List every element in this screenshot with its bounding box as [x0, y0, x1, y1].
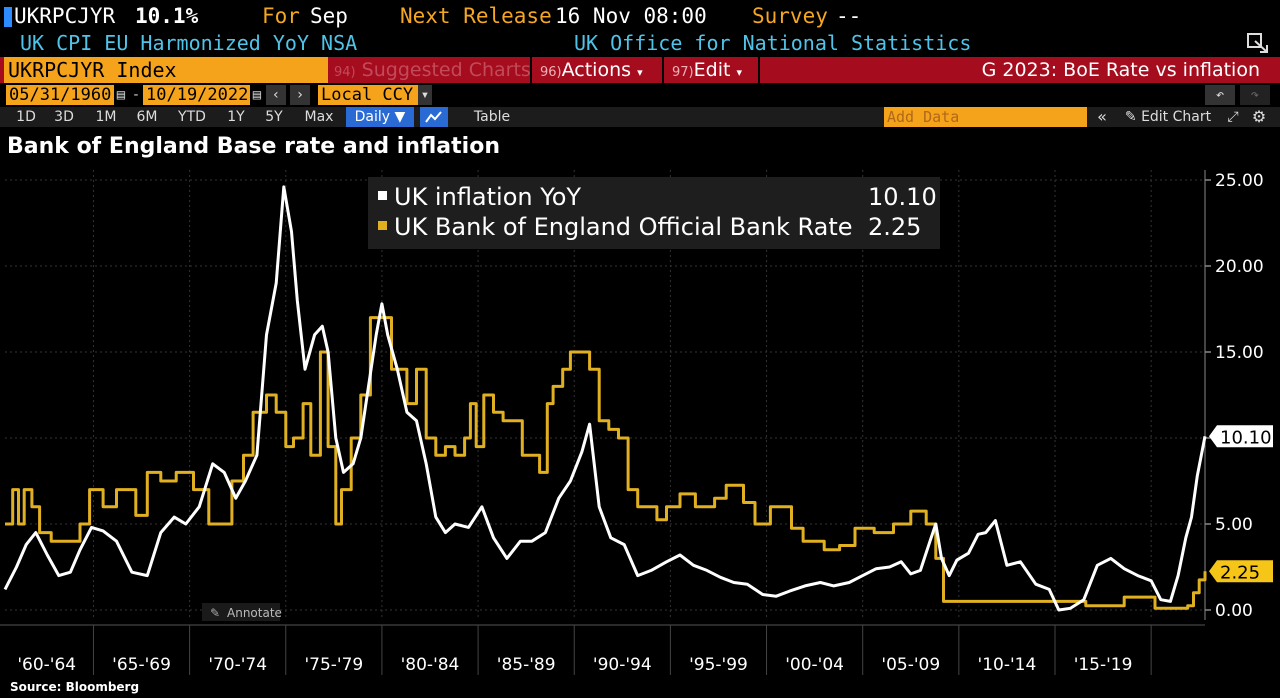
undo-icon[interactable]: ↶: [1205, 85, 1235, 105]
x-tick-label: '70-'74: [208, 655, 267, 675]
end-date-field[interactable]: 10/19/2022: [143, 85, 253, 105]
start-calendar-icon[interactable]: ▤: [114, 85, 128, 105]
x-tick-label: '75-'79: [304, 655, 363, 675]
frequency-select[interactable]: Daily ▼: [346, 107, 414, 127]
edit-label: Edit: [693, 59, 731, 81]
x-tick-label: '00-'04: [785, 655, 844, 675]
prev-period-icon[interactable]: ‹: [266, 85, 286, 105]
period-1y-button[interactable]: 1Y: [227, 109, 245, 125]
legend-value-inflation: 10.10: [868, 183, 937, 211]
chart-name[interactable]: G 2023: BoE Rate vs inflation: [981, 59, 1260, 81]
edit-num: 97): [672, 65, 694, 80]
actions-label: Actions: [561, 59, 632, 81]
last-value-label-inflation: 10.10: [1220, 427, 1272, 448]
edit-dropdown-icon: ▾: [736, 66, 742, 79]
suggested-charts-label: Suggested Charts: [361, 59, 531, 81]
legend-swatch-bank-rate: [378, 221, 387, 230]
table-button[interactable]: Table: [473, 109, 511, 125]
next-release-label: Next Release: [400, 4, 552, 28]
legend-swatch-inflation: [378, 191, 387, 200]
for-label: For: [262, 4, 300, 28]
source-note: Source: Bloomberg: [10, 680, 140, 694]
menu-divider: [530, 57, 532, 83]
period-max-button[interactable]: Max: [304, 109, 334, 125]
pencil-icon: ✎: [1124, 109, 1137, 125]
start-date-field[interactable]: 05/31/1960: [6, 85, 116, 105]
legend-value-bank-rate: 2.25: [868, 213, 921, 241]
date-dash: -: [130, 85, 142, 105]
latest-value: 10.1%: [135, 4, 199, 28]
period-1d-button[interactable]: 1D: [16, 109, 36, 125]
x-tick-label: '65-'69: [112, 655, 171, 675]
next-release-value: 16 Nov 08:00: [555, 4, 707, 28]
legend-label-inflation: UK inflation YoY: [394, 183, 581, 211]
end-calendar-icon[interactable]: ▤: [250, 85, 264, 105]
last-value-tag-inflation: [1209, 425, 1273, 448]
actions-menu[interactable]: 96)Actions ▾: [540, 57, 643, 83]
x-tick-label: '60-'64: [17, 655, 76, 675]
redo-icon[interactable]: ↷: [1240, 85, 1270, 105]
edit-menu[interactable]: 97)Edit ▾: [672, 57, 742, 83]
period-5y-button[interactable]: 5Y: [265, 109, 283, 125]
security-field[interactable]: UKRPCJYR Index: [4, 57, 328, 83]
annotate-pencil-icon: ✎: [210, 606, 220, 620]
frequency-dropdown-icon: ▼: [394, 109, 406, 125]
legend-box: [368, 177, 940, 249]
menu-divider: [758, 57, 760, 83]
x-tick-label: '90-'94: [593, 655, 652, 675]
period-ytd-button[interactable]: YTD: [178, 109, 206, 125]
menu-divider: [662, 57, 664, 83]
x-tick-label: '15-'19: [1074, 655, 1133, 675]
annotate-label: Annotate: [227, 606, 282, 620]
y-tick-label: 25.00: [1215, 171, 1264, 191]
source-organization: UK Office for National Statistics: [574, 31, 972, 55]
frequency-label: Daily: [354, 109, 391, 125]
ticker-label: UKRPCJYR: [4, 3, 115, 29]
ticker-text: UKRPCJYR: [14, 4, 116, 28]
ticker-marker-icon: [4, 7, 12, 27]
currency-select[interactable]: Local CCY: [318, 85, 428, 105]
period-1m-button[interactable]: 1M: [95, 109, 117, 125]
x-tick-label: '80-'84: [401, 655, 460, 675]
expand-icon[interactable]: [1246, 32, 1270, 54]
last-value-tag-bank-rate: [1209, 560, 1273, 583]
customize-icon[interactable]: ⤢: [1227, 109, 1239, 125]
suggested-charts-menu[interactable]: 94) Suggested Charts: [334, 57, 531, 83]
actions-dropdown-icon: ▾: [637, 66, 643, 79]
survey-value: --: [836, 4, 862, 28]
add-data-input[interactable]: Add Data: [884, 107, 1087, 127]
x-tick-label: '10-'14: [978, 655, 1037, 675]
bank-rate-line: [5, 316, 1207, 610]
period-3d-button[interactable]: 3D: [54, 109, 74, 125]
settings-gear-icon[interactable]: ⚙: [1251, 107, 1267, 126]
next-period-icon[interactable]: ›: [290, 85, 310, 105]
actions-num: 96): [540, 65, 562, 80]
annotate-button[interactable]: ✎ Annotate: [202, 603, 282, 621]
edit-chart-label: Edit Chart: [1141, 109, 1212, 125]
inflation-line: [3, 185, 1207, 612]
for-value: Sep: [310, 4, 348, 28]
legend-label-bank-rate: UK Bank of England Official Bank Rate: [394, 213, 853, 241]
y-tick-label: 0.00: [1215, 601, 1253, 621]
chart-title: Bank of England Base rate and inflation: [7, 134, 500, 159]
y-tick-label: 20.00: [1215, 257, 1264, 277]
collapse-icon[interactable]: «: [1097, 107, 1107, 126]
y-tick-label: 15.00: [1215, 343, 1264, 363]
edit-chart-button[interactable]: ✎ Edit Chart: [1118, 107, 1218, 127]
period-6m-button[interactable]: 6M: [136, 109, 158, 125]
currency-dropdown-icon[interactable]: ▾: [418, 85, 432, 105]
x-tick-label: '05-'09: [881, 655, 940, 675]
x-tick-label: '85-'89: [497, 655, 556, 675]
suggested-charts-num: 94): [334, 65, 356, 80]
x-tick-label: '95-'99: [689, 655, 748, 675]
last-value-label-bank-rate: 2.25: [1220, 562, 1260, 583]
survey-label: Survey: [752, 4, 828, 28]
y-tick-label: 5.00: [1215, 515, 1253, 535]
line-chart-icon[interactable]: [420, 107, 448, 127]
security-description: UK CPI EU Harmonized YoY NSA: [20, 31, 358, 55]
